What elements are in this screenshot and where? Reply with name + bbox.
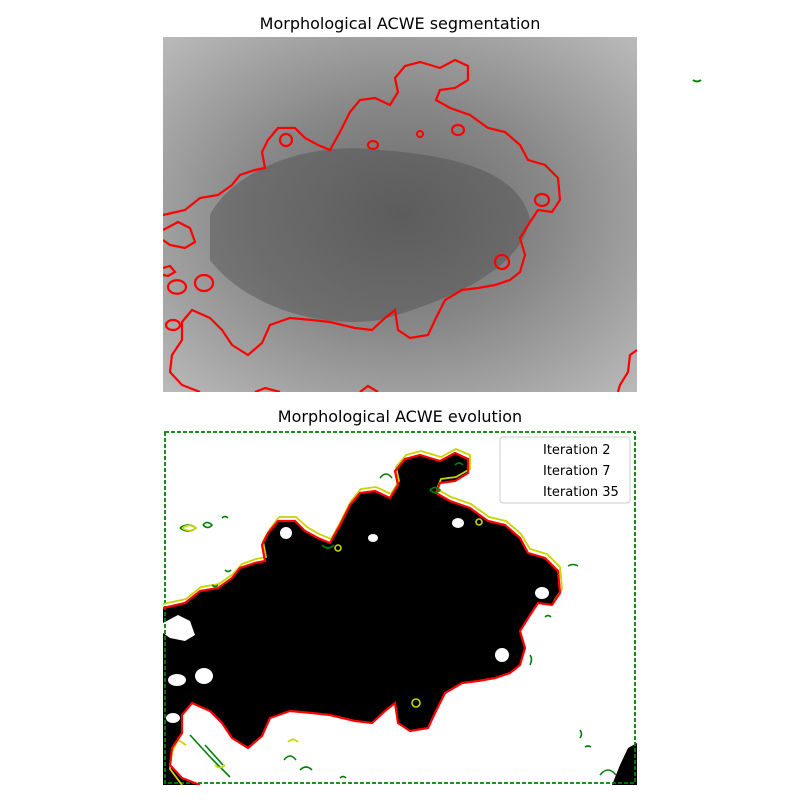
- lesion-photo: [163, 37, 637, 392]
- segmentation-contour: [163, 58, 562, 392]
- green-speckle-contours: [179, 462, 617, 779]
- contour-iteration-2: [164, 431, 636, 784]
- legend-box: [499, 436, 631, 504]
- segmented-region: [163, 453, 560, 785]
- stray-green-mark: [692, 79, 702, 83]
- segmentation-panel: [163, 37, 637, 392]
- contour-iteration-35: [163, 451, 562, 785]
- yellow-speckle-contours: [181, 518, 483, 769]
- segmentation-contour-left-loop: [163, 220, 197, 250]
- segmentation-contour-right-edge: [616, 349, 637, 392]
- segmentation-contour-island-8: [164, 318, 182, 332]
- segmentation-contour-island-7: [166, 279, 188, 295]
- legend-label-iteration-2: Iteration 2: [543, 443, 611, 458]
- segmentation-contour-island-10: [163, 264, 177, 278]
- chart-title-segmentation: Morphological ACWE segmentation: [260, 14, 541, 33]
- legend: Iteration 2 Iteration 7 Iteration 35: [499, 436, 631, 504]
- segmentation-contour-island-1: [278, 132, 294, 148]
- segmented-region-bottom-right: [612, 743, 637, 785]
- lesion-dark-core: [210, 148, 530, 322]
- segmentation-contour-island-9: [450, 123, 466, 137]
- legend-label-iteration-7: Iteration 7: [543, 464, 611, 479]
- segmentation-contour-bottom-edge: [254, 384, 379, 392]
- segmentation-contour-island-5: [493, 253, 511, 271]
- segmentation-contour-island-2: [416, 130, 425, 138]
- segmentation-contour-island-4: [533, 192, 551, 208]
- white-holes: [163, 518, 549, 723]
- chart-title-evolution: Morphological ACWE evolution: [278, 407, 522, 426]
- legend-label-iteration-35: Iteration 35: [543, 485, 619, 500]
- segmentation-contour-island-6: [193, 273, 215, 293]
- segmentation-contour-island-3: [366, 139, 380, 151]
